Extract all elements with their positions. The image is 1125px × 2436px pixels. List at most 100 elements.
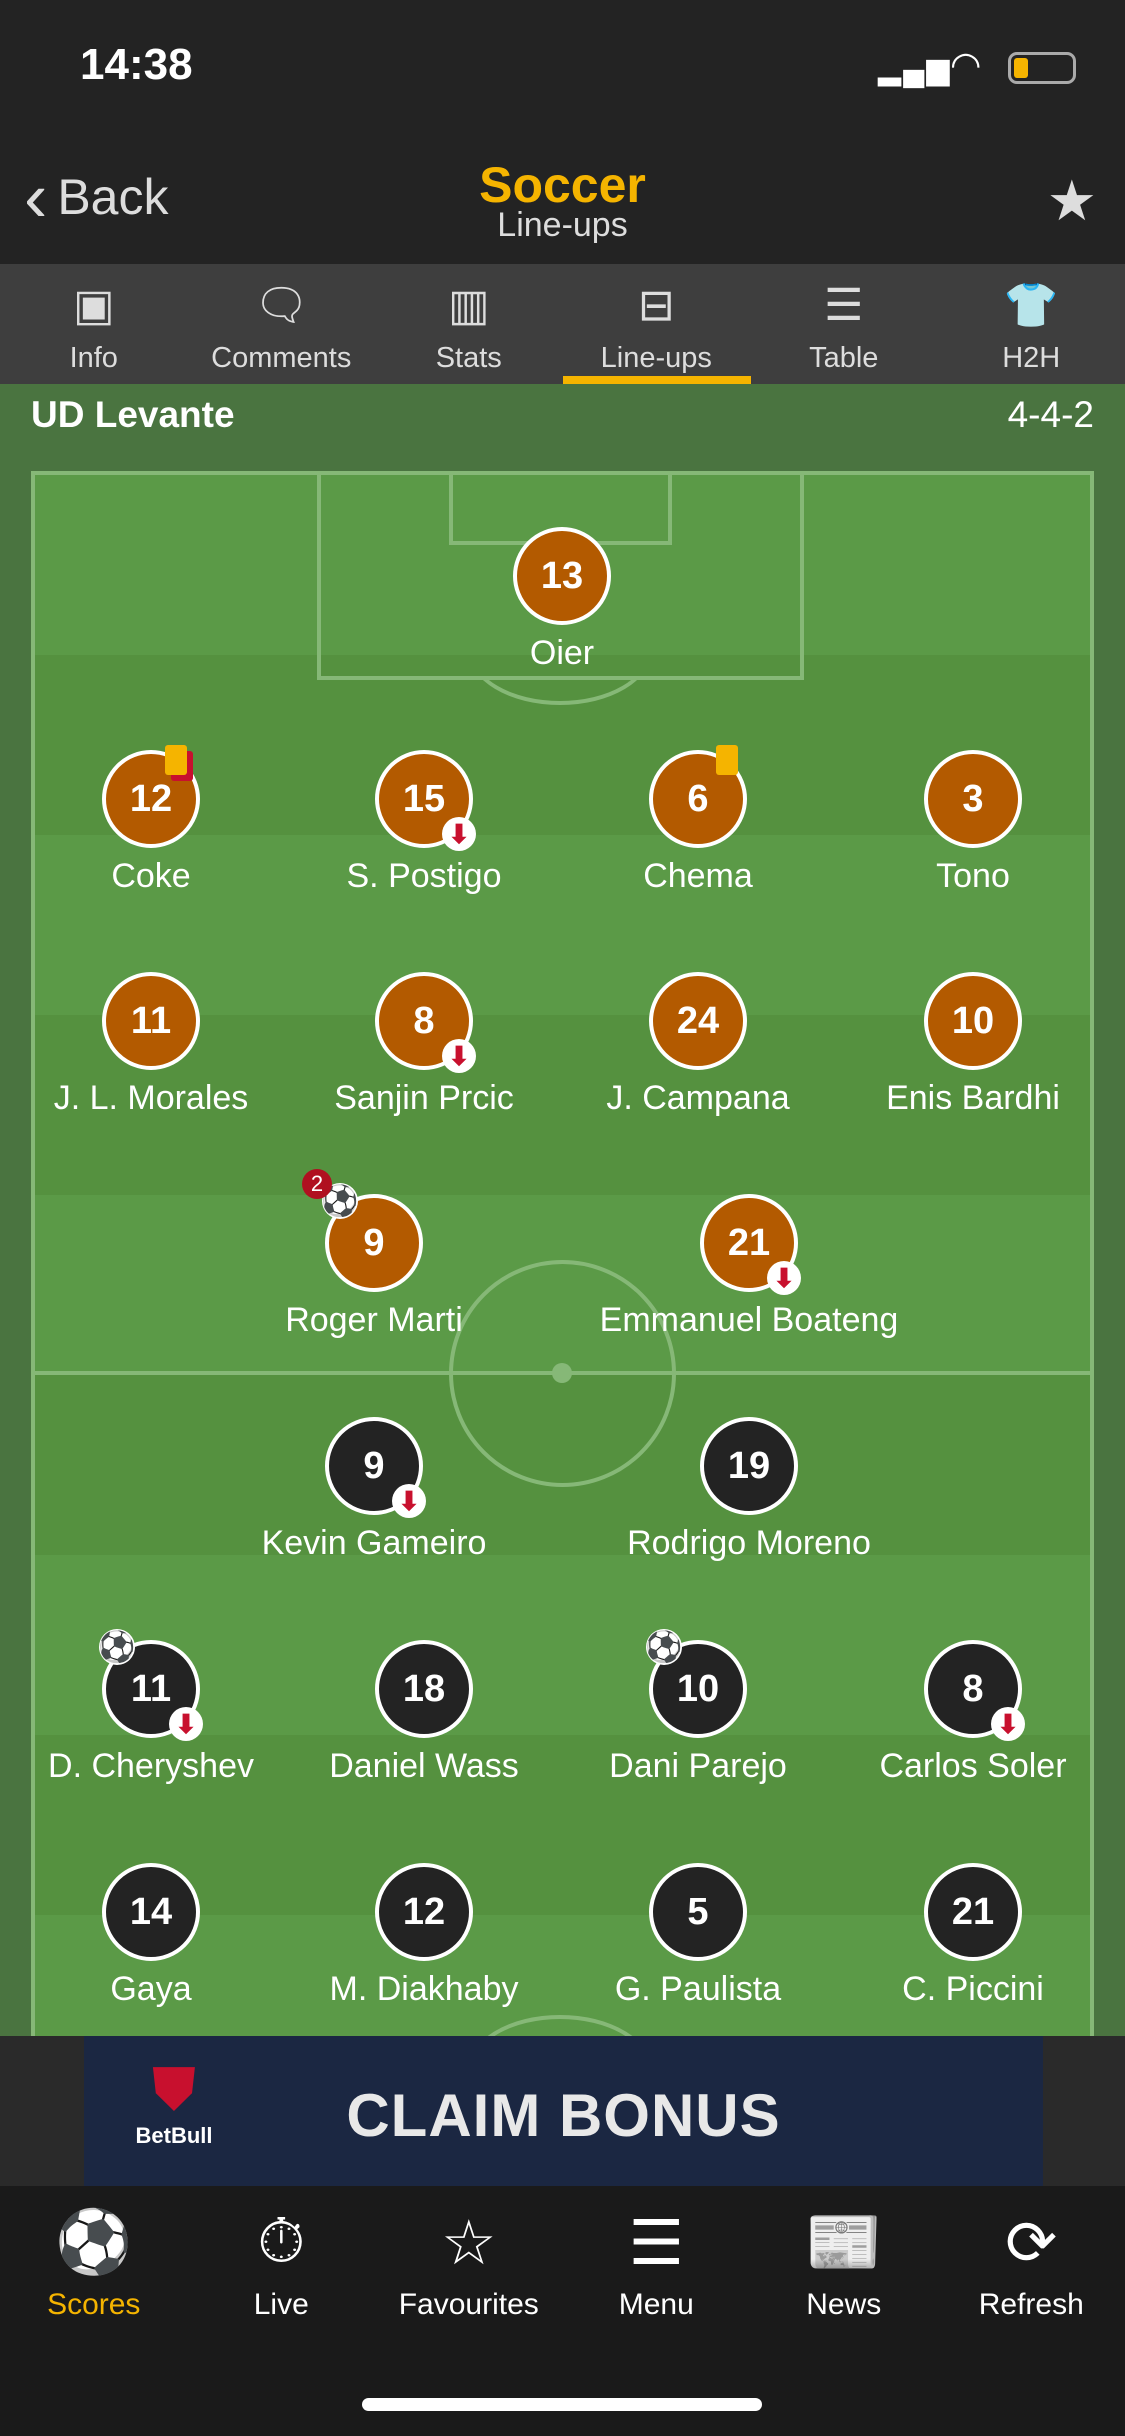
player-name: Daniel Wass	[329, 1747, 519, 1785]
bar-chart-icon: ▥	[447, 281, 490, 330]
shirt-number: 6	[649, 750, 747, 848]
tab-label: H2H	[1002, 342, 1061, 374]
shirt-number: 21	[924, 1863, 1022, 1961]
shield-icon: ⛊	[153, 2057, 195, 2120]
player-name: Sanjin Prcic	[334, 1079, 514, 1117]
pitch-area: 13 Oier 12 Coke 15 ⬇ S. Postigo 6 Chema 3 Tono 11 J.…	[0, 450, 1125, 2125]
list-icon: ☰	[824, 281, 864, 330]
status-bar: 14:38 ▂▄▆ ◠	[0, 0, 1125, 150]
shirt-number: 19	[700, 1417, 798, 1515]
nav-label: Live	[253, 2288, 309, 2321]
player-name: Roger Marti	[285, 1301, 463, 1339]
newspaper-icon: 📰	[805, 2208, 883, 2277]
nav-refresh[interactable]: ⟳ Refresh	[938, 2186, 1125, 2436]
nav-bar: ‹ Back Soccer Line-ups ★	[0, 150, 1125, 264]
signal-icon: ▂▄▆	[878, 53, 952, 86]
shirt-number: 18	[375, 1640, 473, 1738]
goal-ball-icon: ⚽	[645, 1629, 683, 1665]
menu-icon: ☰	[628, 2209, 685, 2278]
wifi-icon: ◠	[950, 44, 982, 85]
player-name: Coke	[111, 857, 191, 895]
shirt-number: 13	[513, 527, 611, 625]
player-name: S. Postigo	[346, 857, 502, 895]
player-name: J. Campana	[606, 1079, 790, 1117]
shirt-number: 5	[649, 1863, 747, 1961]
substituted-off-icon: ⬇	[169, 1707, 203, 1741]
nav-news[interactable]: 📰 News	[750, 2186, 938, 2436]
page-subtitle: Line-ups	[497, 206, 628, 244]
player-name: Chema	[643, 857, 753, 895]
refresh-icon: ⟳	[1005, 2209, 1058, 2278]
nav-live[interactable]: ⏱ Live	[188, 2186, 376, 2436]
bottom-nav: ⚽ Scores ⏱ Live ☆ Favourites ☰ Menu 📰 News ⟳ Refres…	[0, 2186, 1125, 2436]
shirt-number: 8	[924, 1640, 1022, 1738]
player-name: G. Paulista	[614, 1970, 782, 2008]
player-name: Tono	[936, 857, 1010, 895]
player-name: Dani Parejo	[609, 1747, 787, 1785]
player-name: Carlos Soler	[879, 1747, 1067, 1785]
comment-icon: 🗨	[253, 281, 310, 330]
team-name: UD Levante	[31, 394, 235, 435]
pitch-icon: ⊟	[637, 281, 675, 330]
nav-label: Scores	[47, 2288, 141, 2321]
yellow-card-icon	[716, 745, 738, 775]
star-icon[interactable]: ★	[1046, 169, 1097, 232]
tab-info[interactable]: ▣ Info	[0, 264, 188, 384]
player-name: Enis Bardhi	[886, 1079, 1060, 1117]
tab-label: Info	[69, 342, 118, 374]
player-name: D. Cheryshev	[48, 1747, 254, 1785]
player-name: Emmanuel Boateng	[599, 1301, 899, 1339]
star-ball-icon: ☆	[440, 2209, 497, 2278]
nav-label: Menu	[618, 2288, 694, 2321]
player-name: J. L. Morales	[53, 1079, 249, 1117]
formation: 4-4-2	[1007, 394, 1094, 435]
player-name: Rodrigo Moreno	[627, 1524, 871, 1562]
goal-count: 2	[302, 1169, 332, 1199]
home-indicator[interactable]	[362, 2398, 762, 2411]
substituted-off-icon: ⬇	[392, 1484, 426, 1518]
ad-banner[interactable]: ⛊ BetBull CLAIM BONUS	[84, 2036, 1043, 2186]
goal-ball-icon: ⚽	[98, 1629, 136, 1665]
clock: 14:38	[80, 40, 193, 89]
shirt-number: 14	[102, 1863, 200, 1961]
tab-bar: ▣ Info 🗨 Comments ▥ Stats ⊟ Line-ups ☰ Table 👕 H2H	[0, 264, 1125, 384]
substituted-off-icon: ⬇	[442, 1039, 476, 1073]
tab-comments[interactable]: 🗨 Comments	[188, 264, 376, 384]
tab-table[interactable]: ☰ Table	[750, 264, 938, 384]
shirt-number: 24	[649, 972, 747, 1070]
shirt-number: 3	[924, 750, 1022, 848]
tab-stats[interactable]: ▥ Stats	[375, 264, 563, 384]
tab-label: Table	[809, 342, 879, 374]
battery-icon	[1008, 52, 1076, 84]
substituted-off-icon: ⬇	[767, 1261, 801, 1295]
shirt-number: 10	[924, 972, 1022, 1070]
shirt-number: 12	[375, 1863, 473, 1961]
tab-line-ups[interactable]: ⊟ Line-ups	[562, 264, 751, 384]
chevron-left-icon: ‹	[24, 158, 48, 236]
nav-label: Favourites	[398, 2288, 539, 2321]
shirt-number: 11	[102, 972, 200, 1070]
player-name: C. Piccini	[902, 1970, 1044, 2008]
active-tab-indicator	[562, 376, 751, 384]
tab-label: Line-ups	[600, 342, 712, 374]
nav-label: News	[806, 2288, 882, 2321]
tab-h2h[interactable]: 👕 H2H	[938, 264, 1125, 384]
substituted-off-icon: ⬇	[442, 817, 476, 851]
player-name: M. Diakhaby	[329, 1970, 519, 2008]
nav-scores[interactable]: ⚽ Scores	[0, 2186, 188, 2436]
pitch	[31, 471, 1094, 2125]
back-button[interactable]: ‹ Back	[24, 158, 169, 236]
players-layer: 13 Oier 12 Coke 15 ⬇ S. Postigo 6 Chema 3 Tono 11 J.…	[0, 450, 1125, 2036]
player-name: Gaya	[110, 1970, 192, 2008]
ad-area: ⛊ BetBull CLAIM BONUS	[0, 2036, 1125, 2186]
nav-favourites[interactable]: ☆ Favourites	[375, 2186, 563, 2436]
claim-bonus-text: CLAIM BONUS	[346, 2082, 781, 2149]
tab-label: Stats	[435, 342, 502, 374]
nav-menu[interactable]: ☰ Menu	[563, 2186, 751, 2436]
player-name: Kevin Gameiro	[261, 1524, 487, 1562]
center-spot	[552, 1363, 572, 1383]
scoreboard-icon: ▣	[72, 281, 115, 330]
back-label: Back	[57, 169, 169, 225]
stopwatch-icon: ⏱	[257, 2207, 306, 2276]
substituted-off-icon: ⬇	[991, 1707, 1025, 1741]
